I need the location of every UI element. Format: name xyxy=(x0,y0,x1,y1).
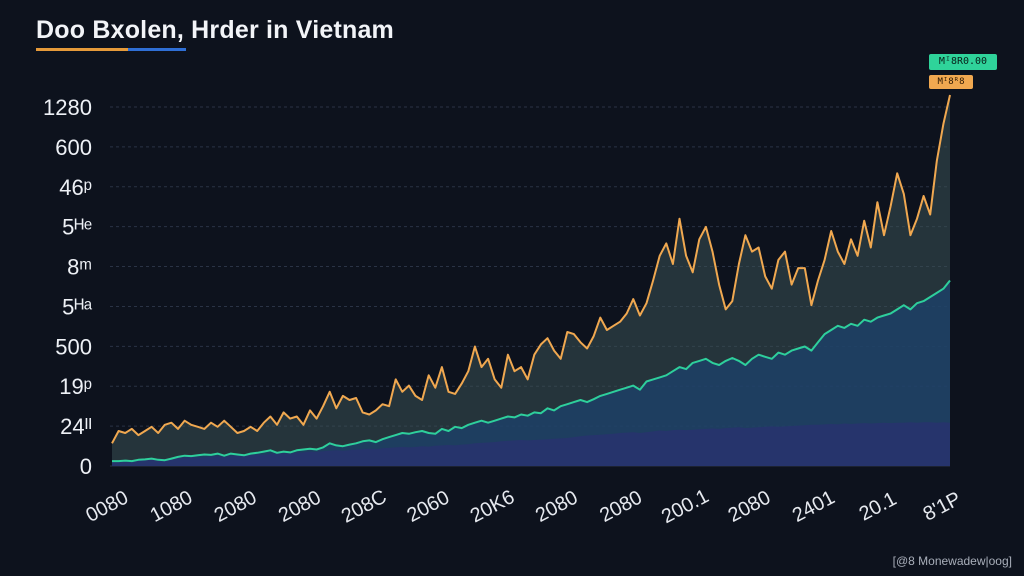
x-tick-label: 2080 xyxy=(596,487,646,527)
y-tick-label: 1280 xyxy=(43,95,92,120)
x-tick-label: 2060 xyxy=(404,487,454,527)
x-tick-label: 0080 xyxy=(82,487,132,527)
y-tick-label: 0 xyxy=(80,454,92,479)
series-green-area xyxy=(112,280,950,466)
y-axis-labels: 1280 600 46ᵖ 5ᴴᵉ 8ᵐ 5ᴴᵃ 500 19ᵖ 24ᴵᴵ 0 xyxy=(43,95,93,479)
y-tick-label: 8ᵐ xyxy=(67,255,92,280)
x-tick-label: 2080 xyxy=(725,487,775,527)
y-tick-label: 24ᴵᴵ xyxy=(60,414,92,439)
latest-value-badge-orange: Mᴵ8ᴿ8 xyxy=(929,75,973,89)
x-tick-label: 200.1 xyxy=(658,485,713,528)
x-tick-label: 20.1 xyxy=(856,488,901,526)
latest-value-badge-green: Mᴵ8R0.00 xyxy=(929,54,997,70)
watermark: [@8 Monewadew|oog] xyxy=(892,554,1012,568)
chart-title: Doo Bxolen, Hrder in Vietnam xyxy=(36,16,394,44)
x-tick-label: 20K6 xyxy=(467,486,519,527)
title-underline-orange xyxy=(36,48,128,51)
x-tick-label: 1080 xyxy=(147,487,197,527)
y-tick-label: 5ᴴᵃ xyxy=(62,294,93,319)
y-tick-label: 5ᴴᵉ xyxy=(62,215,92,240)
series-areas xyxy=(111,94,951,466)
series-navy-area xyxy=(112,422,950,466)
y-tick-label: 19ᵖ xyxy=(59,374,92,399)
x-tick-label: 2080 xyxy=(211,487,261,527)
x-tick-label: 208C xyxy=(338,486,391,528)
x-tick-label: 2401 xyxy=(789,487,839,527)
title-underline-blue xyxy=(128,48,186,51)
x-tick-label: 8'1P xyxy=(920,488,965,526)
y-tick-label: 46ᵖ xyxy=(59,175,92,200)
y-tick-label: 600 xyxy=(55,135,92,160)
x-tick-label: 2080 xyxy=(275,487,325,527)
series-orange-line xyxy=(111,94,951,444)
x-axis-labels: 0080 1080 2080 2080 208C 2060 20K6 2080 2080 200.… xyxy=(82,485,964,528)
x-tick-label: 2080 xyxy=(532,487,582,527)
y-tick-label: 500 xyxy=(55,334,92,359)
series-green-line xyxy=(112,279,951,463)
